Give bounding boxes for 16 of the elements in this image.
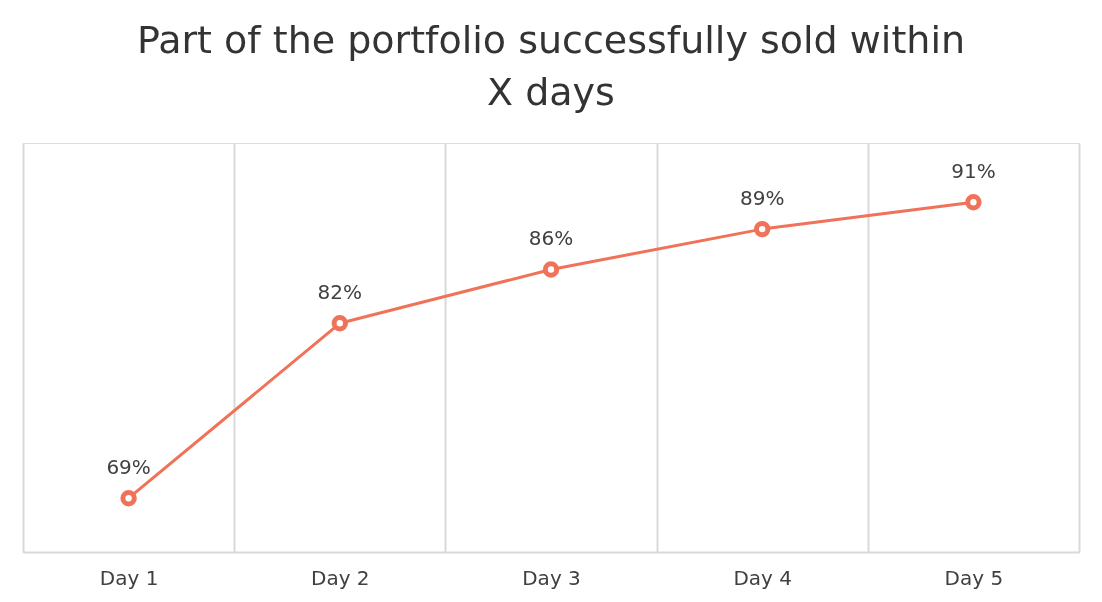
- point: [120, 489, 137, 507]
- point: [754, 220, 771, 238]
- data-label: 91%: [951, 159, 996, 184]
- data-label: 82%: [317, 280, 363, 305]
- x-tick-label: Day 4: [733, 565, 792, 590]
- data-label: 89%: [739, 186, 785, 211]
- x-tick-label: Day 1: [99, 565, 159, 590]
- point: [965, 194, 982, 211]
- x-tick-label: Day 3: [522, 565, 581, 590]
- x-tick-label: Day 2: [311, 565, 370, 590]
- data-label: 86%: [528, 226, 574, 251]
- x-tick-label: Day 5: [944, 565, 1004, 590]
- point: [542, 261, 560, 278]
- point: [331, 315, 348, 332]
- chart-title: Part of the portfolio successfully sold within X days: [136, 18, 966, 114]
- data-label: 69%: [106, 455, 151, 480]
